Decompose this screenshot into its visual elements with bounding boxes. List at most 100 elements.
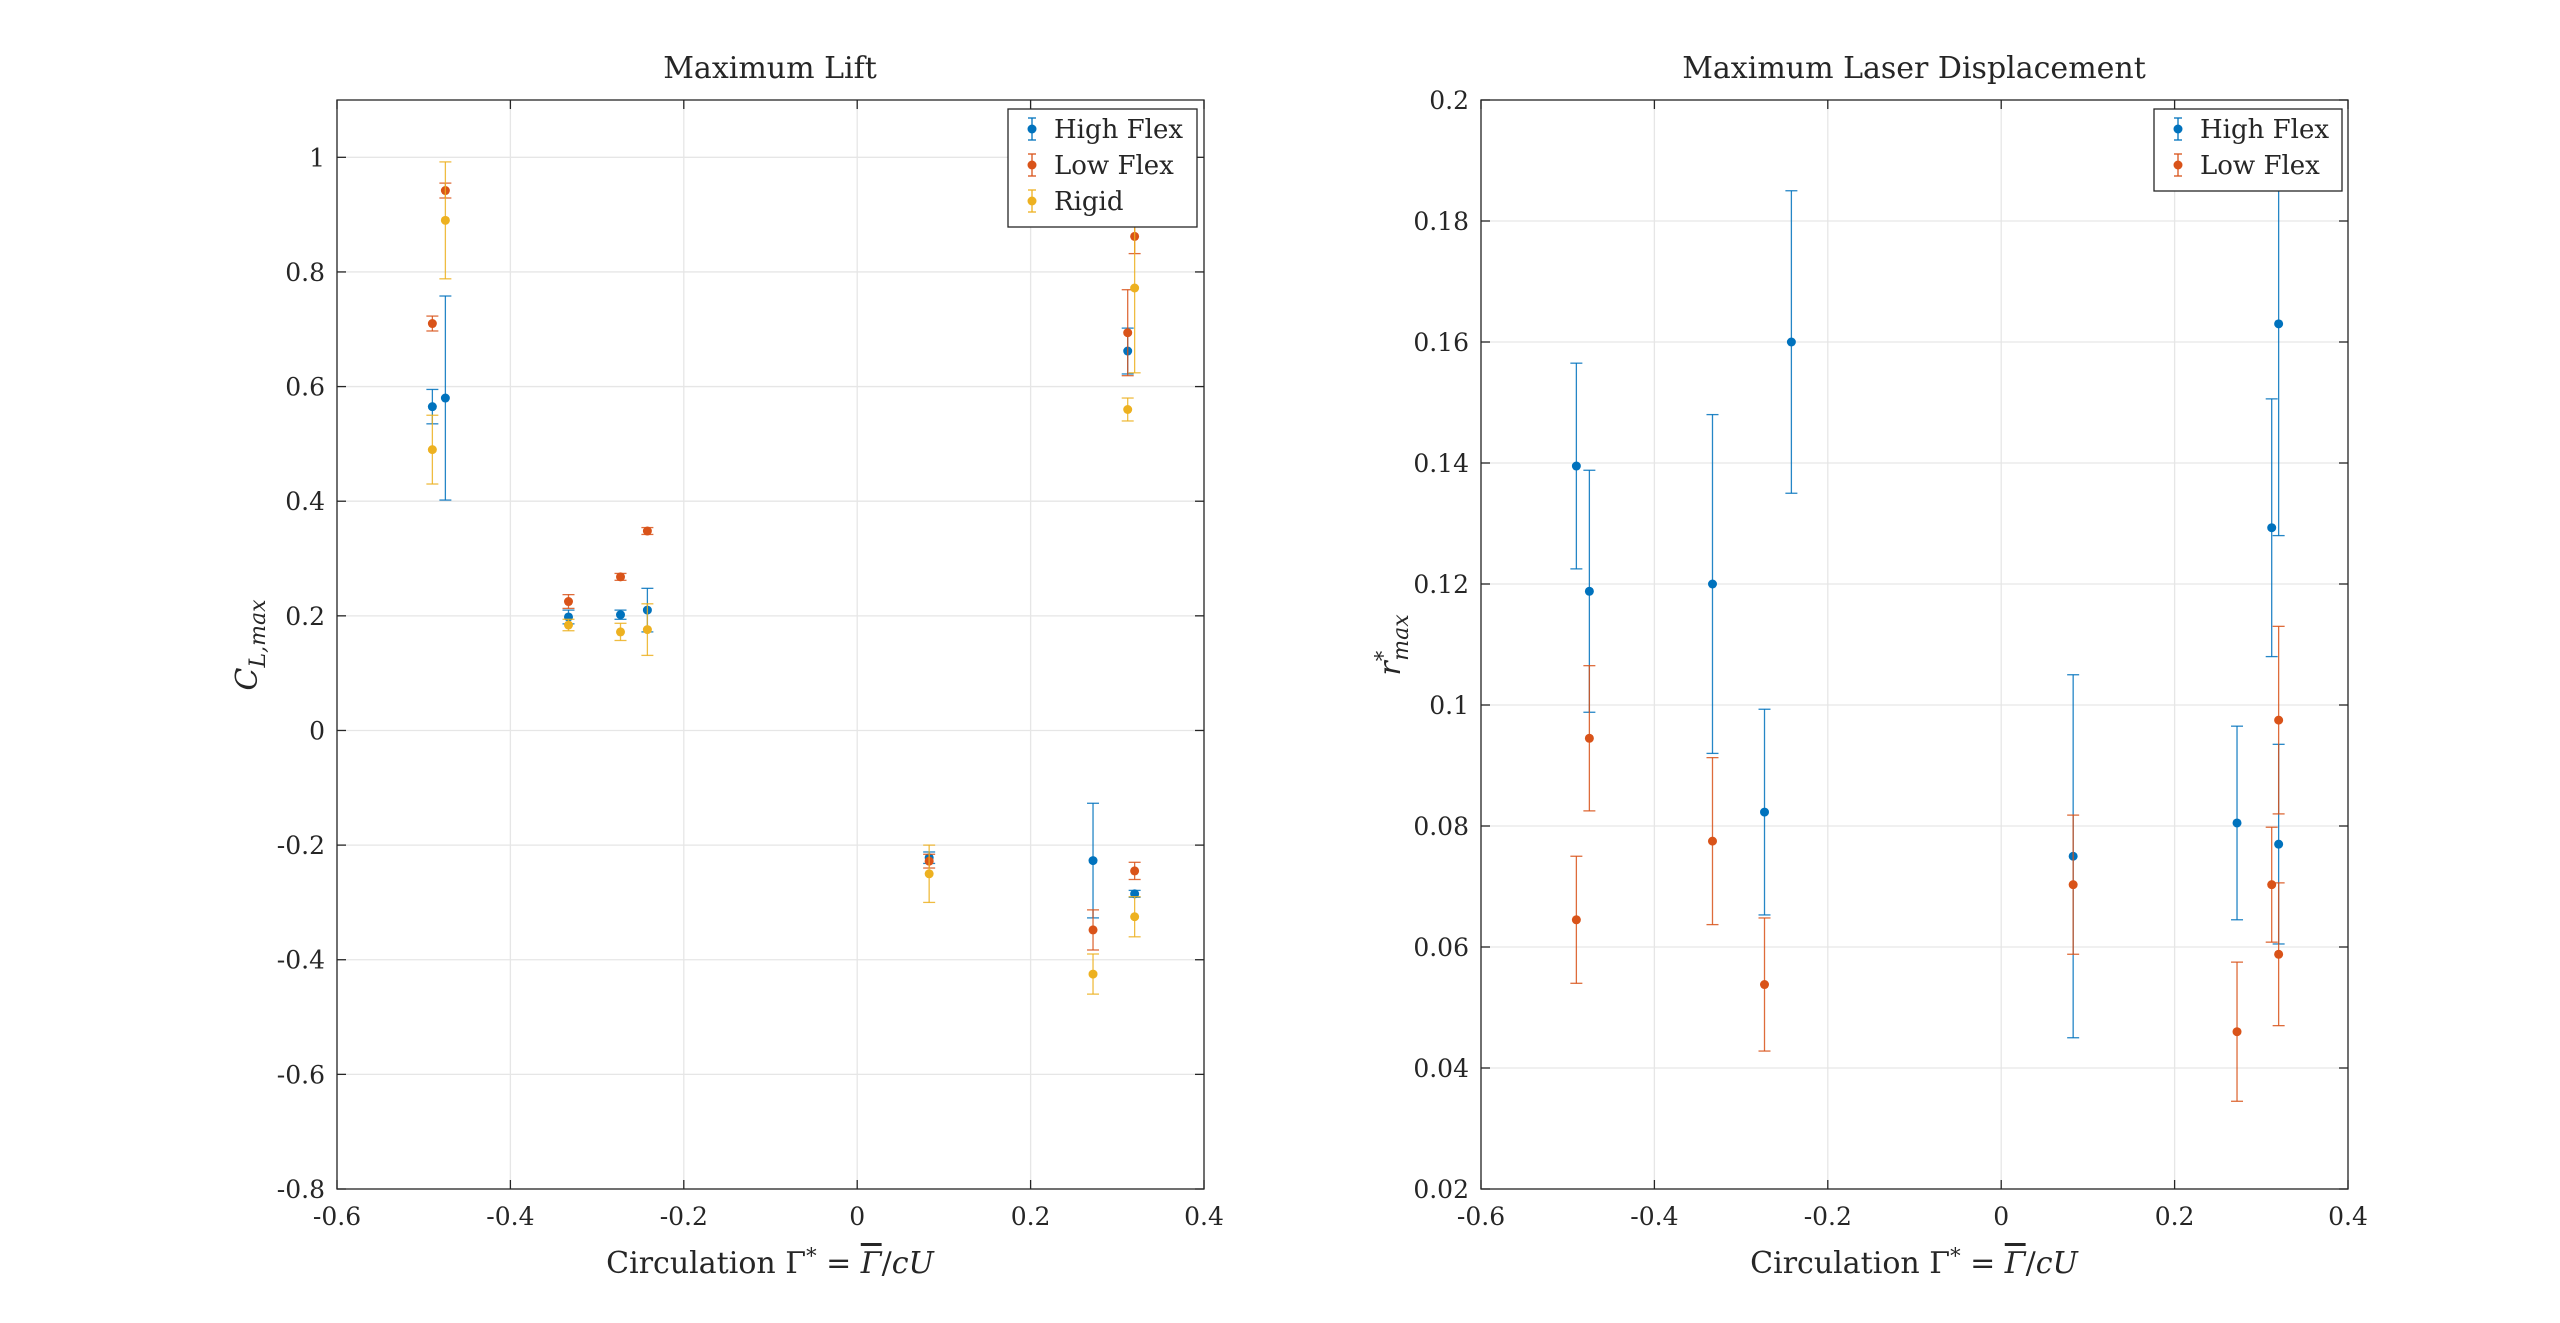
x-tick-label: -0.2	[1804, 1202, 1852, 1231]
data-point	[1088, 856, 1098, 866]
data-point	[563, 620, 573, 630]
y-tick-label: 0.02	[1413, 1175, 1469, 1204]
data-point	[2232, 1027, 2242, 1037]
legend-swatch-point	[1027, 124, 1037, 134]
data-point	[1088, 925, 1098, 935]
y-axis-label: r*max	[1371, 614, 1414, 676]
legend-label: Rigid	[1054, 187, 1124, 217]
data-point	[440, 215, 450, 225]
chart-title: Maximum Laser Displacement	[1682, 51, 2146, 86]
data-point	[642, 625, 652, 635]
y-tick-label: -0.8	[277, 1175, 325, 1204]
x-tick-label: -0.2	[660, 1202, 708, 1231]
data-point	[1707, 836, 1717, 846]
legend-swatch-point	[1027, 196, 1037, 206]
x-tick-label: 0.2	[2155, 1202, 2195, 1231]
y-tick-label: 0.12	[1413, 570, 1469, 599]
data-point	[1571, 915, 1581, 925]
data-point	[2274, 715, 2284, 725]
data-point	[2274, 949, 2284, 959]
data-point	[1584, 586, 1594, 596]
x-tick-label: 0.4	[2328, 1202, 2368, 1231]
data-point	[2232, 818, 2242, 828]
legend-swatch-point	[1027, 160, 1037, 170]
legend-swatch-point	[2173, 124, 2183, 134]
legend-box	[2153, 108, 2343, 192]
y-tick-label: 0	[309, 716, 325, 745]
data-point	[563, 597, 573, 607]
data-point	[1584, 733, 1594, 743]
plot-frame	[336, 99, 1205, 1190]
data-point	[924, 869, 934, 879]
x-tick-label: -0.4	[1630, 1202, 1678, 1231]
legend-box	[1007, 108, 1198, 228]
data-point	[1123, 328, 1133, 338]
y-tick-label: 0.1	[1429, 691, 1469, 720]
y-tick-label: -0.4	[277, 946, 325, 975]
series-rigid	[426, 161, 1141, 995]
y-tick-label: 1	[309, 143, 325, 172]
y-tick-label: -0.6	[277, 1060, 325, 1089]
data-point	[1760, 980, 1770, 990]
data-point	[427, 445, 437, 455]
data-point	[1130, 283, 1140, 293]
y-tick-label: 0.06	[1413, 933, 1469, 962]
data-point	[1571, 461, 1581, 471]
y-tick-label: 0.8	[285, 258, 325, 287]
data-point	[1130, 912, 1140, 922]
legend-label: High Flex	[1054, 115, 1183, 145]
data-point	[616, 610, 626, 620]
x-tick-label: -0.6	[1457, 1202, 1505, 1231]
series-high-flex	[1570, 111, 2285, 1039]
data-point	[1123, 405, 1133, 415]
series-high-flex	[426, 295, 1141, 919]
chart-title: Maximum Lift	[663, 51, 877, 86]
data-point	[2274, 839, 2284, 849]
x-axis-label: Circulation Γ* = Γ/cU	[1750, 1244, 2079, 1281]
y-axis-label: CL,max	[230, 599, 271, 691]
data-point	[1130, 866, 1140, 876]
panel-maximum-lift: -0.6 -0.4 -0.2 0 0.2 0.4-0.8-0.6-0.4-0.200.20…	[230, 51, 1224, 1281]
plot-frame	[1480, 99, 2349, 1190]
data-point	[2068, 880, 2078, 890]
data-point	[1707, 579, 1717, 589]
data-point	[2274, 319, 2284, 329]
x-tick-label: 0	[1993, 1202, 2009, 1231]
data-point	[642, 526, 652, 536]
y-tick-label: 0.2	[285, 602, 325, 631]
legend-label: Low Flex	[1054, 151, 1174, 181]
x-tick-label: -0.6	[313, 1202, 361, 1231]
series-low-flex	[1570, 625, 2285, 1102]
legend-label: Low Flex	[2200, 151, 2320, 181]
y-tick-label: 0.4	[285, 487, 325, 516]
y-tick-label: 0.16	[1413, 328, 1469, 357]
x-tick-label: 0.2	[1011, 1202, 1051, 1231]
x-axis-label: Circulation Γ* = Γ/cU	[606, 1244, 935, 1281]
legend-swatch-point	[2173, 160, 2183, 170]
y-tick-label: 0.6	[285, 373, 325, 402]
y-tick-label: 0.18	[1413, 207, 1469, 236]
data-point	[1088, 969, 1098, 979]
data-point	[1786, 337, 1796, 347]
y-tick-label: 0.08	[1413, 812, 1469, 841]
y-tick-label: 0.14	[1413, 449, 1469, 478]
legend-label: High Flex	[2200, 115, 2329, 145]
data-point	[616, 572, 626, 582]
x-tick-label: -0.4	[486, 1202, 534, 1231]
x-tick-label: 0.4	[1184, 1202, 1224, 1231]
data-point	[427, 319, 437, 329]
y-tick-label: -0.2	[277, 831, 325, 860]
data-point	[1760, 807, 1770, 817]
data-point	[2267, 523, 2277, 533]
data-point	[427, 402, 437, 412]
legend: High Flex Low Flex Rigid	[1007, 108, 1198, 228]
legend: High Flex Low Flex	[2153, 108, 2343, 192]
y-tick-label: 0.04	[1413, 1054, 1469, 1083]
data-point	[2267, 880, 2277, 890]
data-point	[440, 393, 450, 403]
series-low-flex	[426, 182, 1141, 951]
x-tick-label: 0	[849, 1202, 865, 1231]
panel-maximum-laser-displacement: -0.6 -0.4 -0.2 0 0.2 0.4 0.02 0.04 0.06 0.08 0.1 0.…	[1371, 51, 2368, 1281]
data-point	[616, 627, 626, 637]
